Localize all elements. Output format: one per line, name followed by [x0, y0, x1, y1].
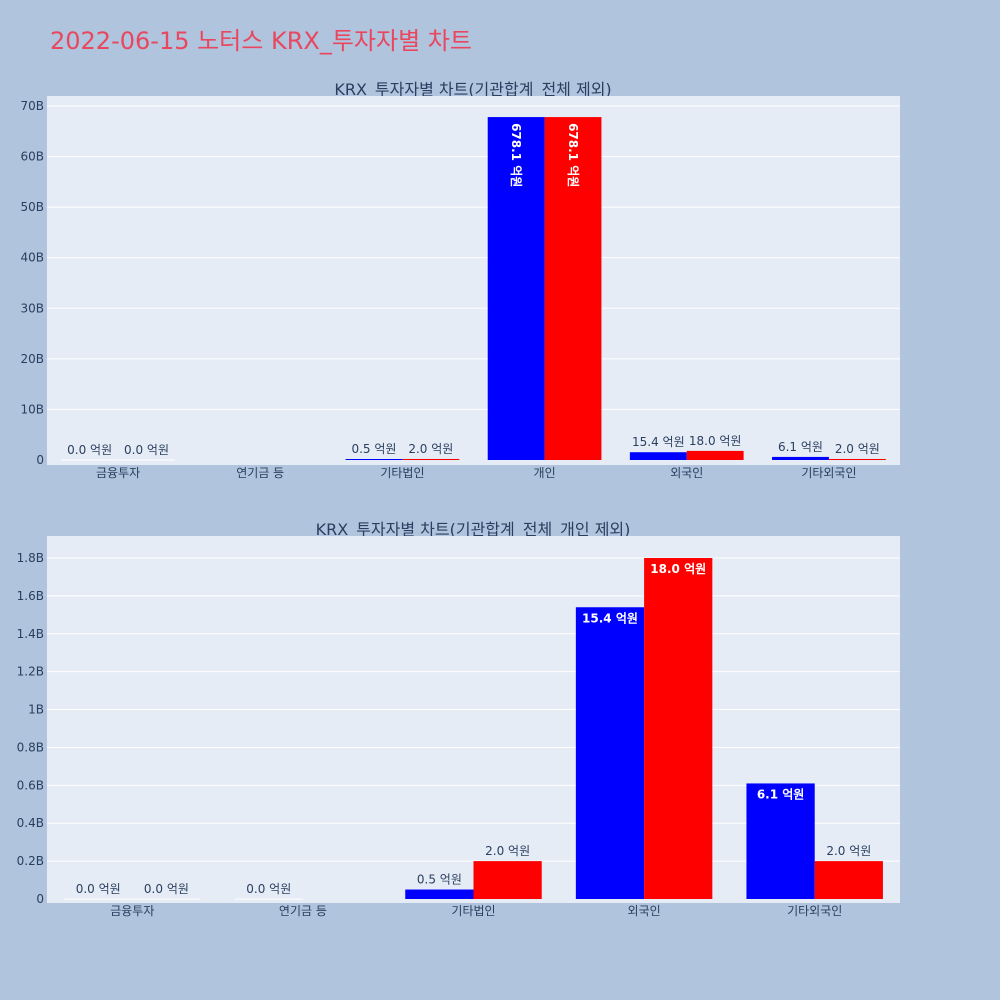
main-title: 2022-06-15 노터스 KRX_투자자별 차트 [50, 27, 472, 55]
bar-value-label: 0.0 억원 [124, 443, 169, 457]
y-tick-label: 0 [36, 892, 44, 906]
bar-value-label: 678.1 억원 [566, 123, 580, 187]
y-tick-label: 0 [36, 453, 44, 467]
bar-blue [487, 117, 545, 461]
bar-value-label: 15.4 억원 [582, 611, 638, 625]
x-tick-label: 연기금 등 [236, 466, 284, 480]
bar-value-label: 2.0 억원 [485, 844, 530, 858]
bar-value-label: 2.0 억원 [408, 442, 453, 456]
bar-red [828, 458, 886, 460]
bar-blue [772, 456, 829, 460]
y-tick-label: 40B [20, 251, 44, 265]
y-tick-label: 0.2B [17, 854, 44, 868]
x-tick-label: 기타법인 [380, 466, 424, 480]
bar-value-label: 15.4 억원 [632, 435, 685, 449]
y-tick-label: 0.8B [17, 740, 44, 754]
bar-blue [746, 783, 815, 899]
y-tick-label: 20B [20, 352, 44, 366]
y-tick-label: 0.4B [17, 816, 44, 830]
chart-1-title: KRX_투자자별 차트(기관합계_전체 제외) [334, 80, 611, 100]
bar-value-label: 6.1 억원 [757, 787, 805, 801]
bar-red [814, 861, 883, 899]
x-tick-label: 개인 [534, 466, 556, 480]
x-tick-label: 외국인 [670, 466, 703, 480]
y-tick-label: 1B [28, 703, 44, 717]
y-tick-label: 50B [20, 200, 44, 214]
bar-value-label: 2.0 억원 [826, 844, 871, 858]
bar-value-label: 18.0 억원 [650, 562, 706, 576]
x-tick-label: 기타외국인 [801, 466, 856, 480]
y-tick-label: 1.4B [17, 627, 44, 641]
bar-value-label: 678.1 억원 [509, 123, 523, 187]
y-tick-label: 70B [20, 99, 44, 113]
bar-value-label: 0.0 억원 [76, 882, 121, 896]
bar-value-label: 0.5 억원 [417, 873, 462, 887]
bar-red [686, 450, 744, 460]
bar-value-label: 2.0 억원 [835, 442, 880, 456]
bar-red [644, 558, 713, 899]
bar-red [473, 861, 542, 899]
bar-blue [345, 459, 403, 460]
bar-value-label: 0.0 억원 [67, 443, 112, 457]
y-tick-label: 1.2B [17, 665, 44, 679]
bar-red [402, 458, 460, 460]
bar-value-label: 0.0 억원 [246, 882, 291, 896]
bar-blue [575, 607, 645, 899]
chart-1: 0 10B 20B 30B 40B 50B 60B 70B 금융투자 0.0 억원 0.0 억원연기… [20, 96, 900, 480]
bar-blue [629, 452, 687, 460]
x-tick-label: 금융투자 [110, 904, 154, 918]
y-tick-label: 1.8B [17, 551, 44, 565]
bar-blue [405, 889, 474, 899]
y-tick-label: 0.6B [17, 778, 44, 792]
bar-value-label: 18.0 억원 [689, 434, 742, 448]
y-tick-label: 1.6B [17, 589, 44, 603]
chart-2-title: KRX_투자자별 차트(기관합계_전체_개인 제외) [316, 520, 631, 540]
bar-red [544, 117, 602, 461]
y-tick-label: 30B [20, 301, 44, 315]
x-tick-label: 기타외국인 [787, 904, 842, 918]
bar-value-label: 6.1 억원 [778, 440, 823, 454]
y-tick-label: 10B [20, 402, 44, 416]
bar-value-label: 0.5 억원 [351, 442, 396, 456]
x-tick-label: 외국인 [628, 904, 661, 918]
bar-value-label: 0.0 억원 [144, 882, 189, 896]
y-tick-label: 60B [20, 150, 44, 164]
x-tick-label: 연기금 등 [279, 904, 327, 918]
x-tick-label: 금융투자 [96, 466, 140, 480]
chart-2: 0 0.2B 0.4B 0.6B 0.8B 1B 1.2B 1.4B 1.6B 1.8B 금융투자 0… [17, 536, 900, 918]
x-tick-label: 기타법인 [451, 904, 495, 918]
plot-area [47, 96, 900, 465]
